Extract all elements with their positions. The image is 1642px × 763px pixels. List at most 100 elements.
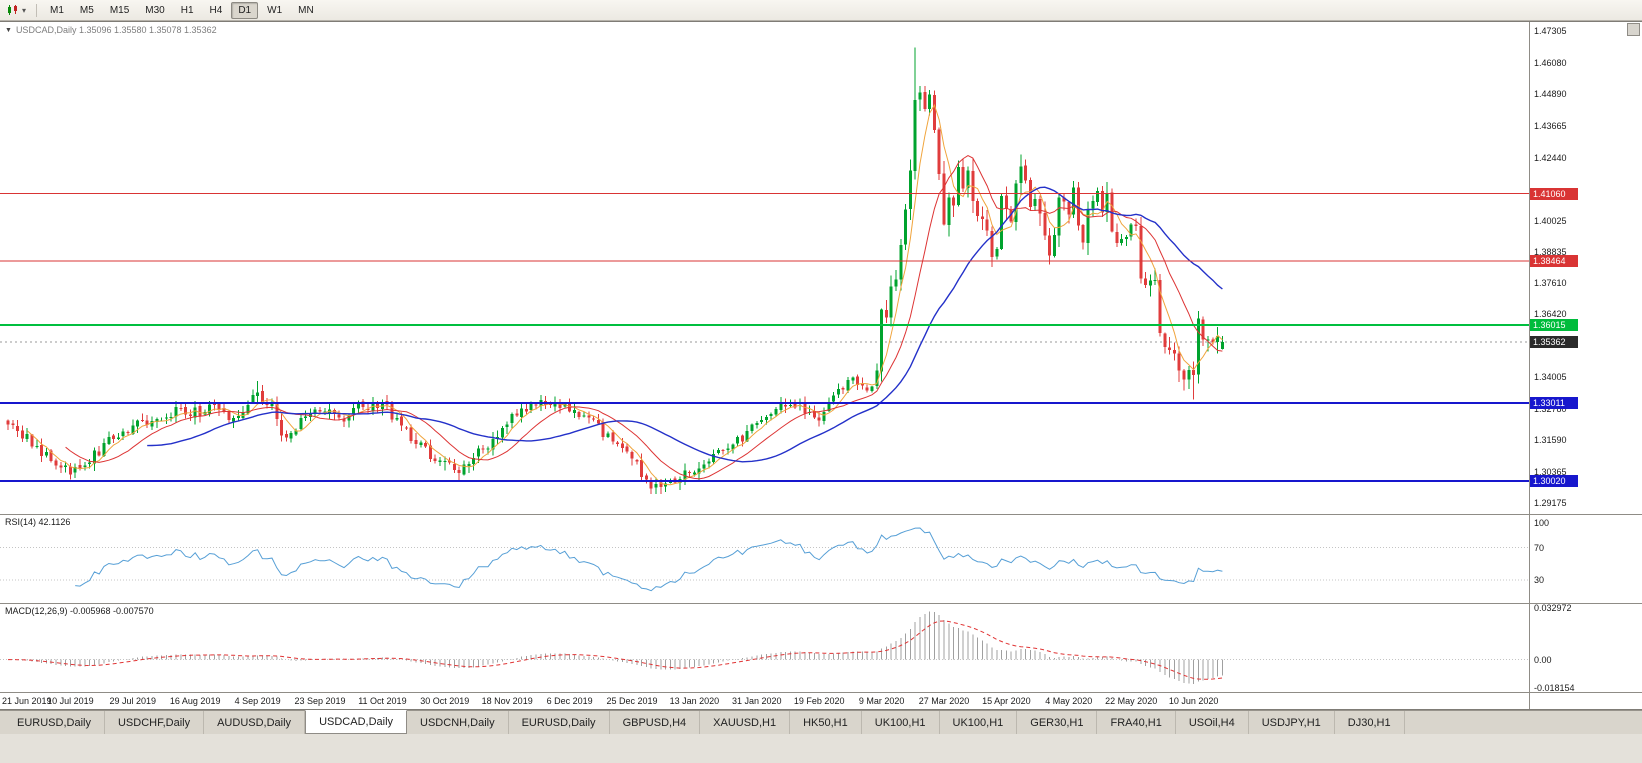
date-axis-label: 22 May 2020 bbox=[1105, 696, 1158, 706]
chart-tab-8-hk50-h1[interactable]: HK50,H1 bbox=[790, 711, 862, 734]
symbol-marker-icon: ▼ bbox=[5, 26, 12, 34]
hline-price-label: 1.30020 bbox=[1530, 474, 1578, 487]
price-axis[interactable]: 1.47305 1.46080 1.44890 1.43665 1.42440 1.400… bbox=[1529, 22, 1642, 514]
date-axis-label: 25 Dec 2019 bbox=[606, 696, 658, 706]
timeframe-button-group: M1 M5 M15 M30 H1 H4 D1 W1 MN bbox=[43, 1, 321, 19]
hline-price-label: 1.38464 bbox=[1530, 255, 1578, 268]
price-axis-tick: 1.44890 bbox=[1534, 88, 1567, 99]
date-axis-label: 27 Mar 2020 bbox=[918, 696, 970, 706]
timeframe-button-mn[interactable]: MN bbox=[298, 4, 314, 16]
macd-plot-area[interactable]: MACD(12,26,9) -0.005968 -0.007570 bbox=[0, 604, 1529, 692]
main-chart-pane[interactable]: ▼ USDCAD,Daily 1.35096 1.35580 1.35078 1… bbox=[0, 22, 1642, 514]
macd-pane[interactable]: MACD(12,26,9) -0.005968 -0.007570 0.0329… bbox=[0, 603, 1642, 693]
date-axis-label: 9 Mar 2020 bbox=[858, 696, 905, 706]
rsi-label: RSI(14) 42.1126 bbox=[5, 517, 71, 527]
rsi-chart-canvas bbox=[0, 527, 1529, 592]
macd-chart-canvas bbox=[0, 611, 1529, 685]
rsi-axis: 100 70 30 bbox=[1529, 515, 1642, 603]
price-axis-tick: 1.29175 bbox=[1534, 497, 1567, 508]
chart-title: ▼ USDCAD,Daily 1.35096 1.35580 1.35078 1… bbox=[5, 25, 217, 35]
timeframe-button-m15[interactable]: M15 bbox=[109, 4, 130, 16]
timeframe-button-d1[interactable]: D1 bbox=[231, 1, 259, 19]
chart-tabs: EURUSD,Daily USDCHF,Daily AUDUSD,Daily USDC… bbox=[4, 710, 1405, 734]
chart-tab-14-usdjpy-h1[interactable]: USDJPY,H1 bbox=[1249, 711, 1335, 734]
axis-corner bbox=[1529, 693, 1642, 709]
date-axis-label: 29 Jul 2019 bbox=[109, 696, 157, 706]
timeframe-button-m30[interactable]: M30 bbox=[145, 4, 165, 16]
date-axis-label: 6 Dec 2019 bbox=[546, 696, 593, 706]
date-axis-label: 30 Oct 2019 bbox=[420, 696, 470, 706]
chart-tab-9-uk100-h1[interactable]: UK100,H1 bbox=[862, 711, 940, 734]
chart-tab-2-audusd-daily[interactable]: AUDUSD,Daily bbox=[204, 711, 306, 734]
price-axis-tick: 1.38835 bbox=[1534, 246, 1567, 257]
chart-tab-5-eurusd-daily[interactable]: EURUSD,Daily bbox=[509, 711, 610, 734]
macd-axis-label: 0.00 bbox=[1534, 654, 1552, 665]
price-axis-tick: 1.34005 bbox=[1534, 372, 1567, 383]
chart-scroll-button[interactable] bbox=[1627, 23, 1640, 36]
chart-tab-6-gbpusd-h4[interactable]: GBPUSD,H4 bbox=[610, 711, 701, 734]
date-axis-label: 21 Jun 2019 bbox=[2, 696, 52, 706]
date-axis-label: 4 May 2020 bbox=[1045, 696, 1093, 706]
chart-tab-15-dj30-h1[interactable]: DJ30,H1 bbox=[1335, 711, 1405, 734]
date-axis-label: 31 Jan 2020 bbox=[732, 696, 782, 706]
candlestick-glyph bbox=[8, 5, 17, 15]
price-axis-tick: 1.46080 bbox=[1534, 57, 1567, 68]
price-plot-area[interactable]: ▼ USDCAD,Daily 1.35096 1.35580 1.35078 1… bbox=[0, 22, 1529, 514]
chart-type-dropdown-icon[interactable]: ▾ bbox=[22, 5, 27, 15]
hline-price-label: 1.36015 bbox=[1530, 318, 1578, 331]
chart-type-icon[interactable] bbox=[4, 3, 22, 17]
candlestick-chart-canvas bbox=[0, 47, 1529, 495]
chart-tab-1-usdchf-daily[interactable]: USDCHF,Daily bbox=[105, 711, 205, 734]
date-axis-label: 10 Jul 2019 bbox=[47, 696, 94, 706]
chart-tab-12-fra40-h1[interactable]: FRA40,H1 bbox=[1097, 711, 1176, 734]
chart-tab-3-usdcad-daily[interactable]: USDCAD,Daily bbox=[305, 710, 408, 734]
timeframe-button-h4[interactable]: H4 bbox=[209, 4, 223, 16]
timeframe-button-m5[interactable]: M5 bbox=[79, 4, 94, 16]
timeframe-button-w1[interactable]: W1 bbox=[267, 4, 283, 16]
price-axis-tick: 1.37610 bbox=[1534, 278, 1567, 289]
chart-tab-4-usdcnh-daily[interactable]: USDCNH,Daily bbox=[407, 711, 509, 734]
chart-tab-11-ger30-h1[interactable]: GER30,H1 bbox=[1017, 711, 1098, 734]
timeframe-button-m1[interactable]: M1 bbox=[50, 4, 64, 16]
macd-axis-label: -0.018154 bbox=[1534, 683, 1575, 693]
date-axis-label: 10 Jun 2020 bbox=[1168, 696, 1219, 706]
price-axis-tick: 1.36420 bbox=[1534, 309, 1567, 320]
macd-axis: 0.032972 0.00 -0.018154 bbox=[1529, 603, 1642, 693]
date-axis-label: 23 Sep 2019 bbox=[294, 696, 346, 706]
ohlc-readout: USDCAD,Daily 1.35096 1.35580 1.35078 1.3… bbox=[15, 25, 217, 35]
rsi-axis-label: 100 bbox=[1534, 518, 1550, 529]
chart-tab-bar: EURUSD,Daily USDCHF,Daily AUDUSD,Daily USDC… bbox=[0, 710, 1642, 734]
price-axis-tick: 1.47305 bbox=[1534, 26, 1567, 36]
date-axis-label: 15 Apr 2020 bbox=[982, 696, 1031, 706]
rsi-plot-area[interactable]: RSI(14) 42.1126 bbox=[0, 515, 1529, 603]
price-axis-tick: 1.40025 bbox=[1534, 215, 1567, 226]
price-axis-tick: 1.43665 bbox=[1534, 120, 1567, 131]
price-axis-tick: 1.30365 bbox=[1534, 467, 1567, 477]
date-axis-label: 11 Oct 2019 bbox=[358, 696, 407, 706]
date-axis-label: 18 Nov 2019 bbox=[481, 696, 533, 706]
price-axis-tick: 1.32780 bbox=[1534, 404, 1567, 415]
rsi-axis-label: 30 bbox=[1534, 575, 1545, 586]
timeframe-button-h1[interactable]: H1 bbox=[180, 4, 194, 16]
date-axis[interactable]: 21 Jun 2019 10 Jul 2019 29 Jul 2019 16 Aug … bbox=[0, 692, 1642, 709]
date-axis-label: 16 Aug 2019 bbox=[169, 696, 221, 706]
toolbar: ▾ M1 M5 M15 M30 H1 H4 D1 W1 MN bbox=[0, 0, 1642, 21]
status-area bbox=[0, 734, 1642, 763]
chart-tab-13-usoil-h4[interactable]: USOil,H4 bbox=[1176, 711, 1249, 734]
price-axis-tick: 1.42440 bbox=[1534, 152, 1567, 163]
chart-tab-7-xauusd-h1[interactable]: XAUUSD,H1 bbox=[700, 711, 791, 734]
macd-axis-label: 0.032972 bbox=[1534, 603, 1572, 613]
chart-tab-10-uk100-h1[interactable]: UK100,H1 bbox=[940, 711, 1018, 734]
date-labels: 21 Jun 2019 10 Jul 2019 29 Jul 2019 16 Aug … bbox=[0, 693, 1529, 709]
date-axis-label: 19 Feb 2020 bbox=[793, 696, 845, 706]
hline-price-label: 1.33011 bbox=[1530, 397, 1578, 410]
date-axis-label: 13 Jan 2020 bbox=[669, 696, 720, 706]
rsi-axis-label: 70 bbox=[1534, 542, 1545, 553]
chart-window: ▼ USDCAD,Daily 1.35096 1.35580 1.35078 1… bbox=[0, 21, 1642, 710]
hline-price-label: 1.41060 bbox=[1530, 187, 1578, 200]
chart-tab-0-eurusd-daily[interactable]: EURUSD,Daily bbox=[4, 711, 105, 734]
macd-label: MACD(12,26,9) -0.005968 -0.007570 bbox=[5, 606, 154, 616]
toolbar-separator bbox=[36, 3, 38, 17]
rsi-pane[interactable]: RSI(14) 42.1126 100 70 30 bbox=[0, 514, 1642, 603]
